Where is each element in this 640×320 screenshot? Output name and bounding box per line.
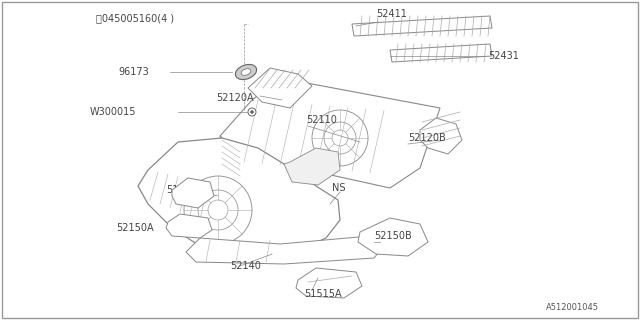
Polygon shape bbox=[420, 118, 462, 154]
Polygon shape bbox=[166, 214, 212, 238]
Polygon shape bbox=[138, 138, 340, 258]
Ellipse shape bbox=[236, 64, 257, 80]
Polygon shape bbox=[220, 136, 242, 168]
Polygon shape bbox=[358, 218, 428, 256]
Text: 51515: 51515 bbox=[166, 185, 197, 195]
Text: 52431: 52431 bbox=[488, 51, 519, 61]
Text: 52120B: 52120B bbox=[408, 133, 445, 143]
Text: 52150A: 52150A bbox=[116, 223, 154, 233]
Polygon shape bbox=[186, 236, 384, 264]
Text: 52120A: 52120A bbox=[216, 93, 253, 103]
Text: NS: NS bbox=[332, 183, 346, 193]
Text: 52150B: 52150B bbox=[374, 231, 412, 241]
Polygon shape bbox=[352, 16, 492, 36]
Polygon shape bbox=[248, 68, 312, 108]
Text: Ⓜ045005160(4 ): Ⓜ045005160(4 ) bbox=[96, 13, 174, 23]
Text: 96173: 96173 bbox=[118, 67, 148, 77]
Polygon shape bbox=[284, 148, 340, 185]
Ellipse shape bbox=[241, 69, 251, 75]
Text: 52110: 52110 bbox=[306, 115, 337, 125]
Polygon shape bbox=[296, 268, 362, 298]
Polygon shape bbox=[172, 178, 214, 208]
Polygon shape bbox=[390, 44, 492, 62]
Text: 52411: 52411 bbox=[376, 9, 407, 19]
Text: A512001045: A512001045 bbox=[546, 303, 599, 312]
Polygon shape bbox=[220, 78, 440, 188]
Circle shape bbox=[250, 110, 253, 114]
Text: 52140: 52140 bbox=[230, 261, 261, 271]
Text: W300015: W300015 bbox=[90, 107, 136, 117]
Circle shape bbox=[248, 108, 256, 116]
Text: 51515A: 51515A bbox=[304, 289, 342, 299]
